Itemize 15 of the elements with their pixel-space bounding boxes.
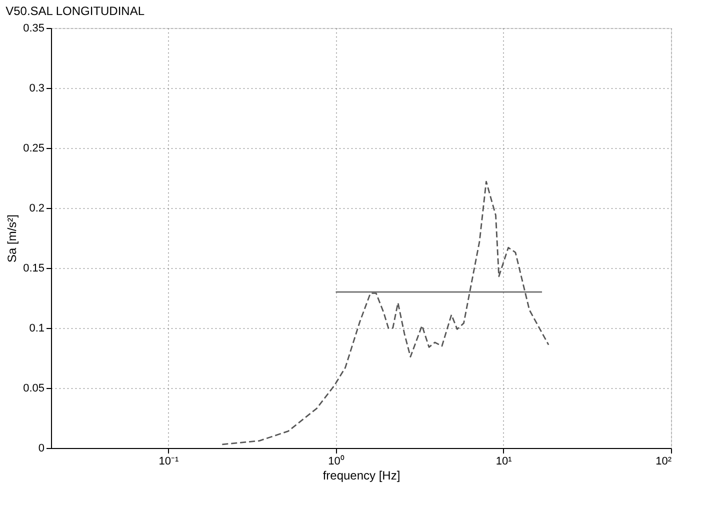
- chart-title: V50.SAL LONGITUDINAL: [6, 4, 145, 18]
- y-tick-label: 0.05: [23, 382, 44, 394]
- x-tick-label: 10¹: [496, 456, 512, 468]
- y-tick-label: 0.3: [29, 82, 44, 94]
- y-tick-label: 0.35: [23, 22, 44, 34]
- x-tick-label: 10⁰: [328, 454, 344, 468]
- y-tick-label: 0.15: [23, 262, 44, 274]
- x-tick-label: 10⁻¹: [158, 456, 179, 468]
- y-tick-label: 0.2: [29, 202, 44, 214]
- y-tick-label: 0: [38, 442, 44, 454]
- y-tick-label: 0.25: [23, 142, 44, 154]
- x-tick-label: 10²: [656, 456, 672, 468]
- y-axis-title: Sa [m/s²]: [5, 214, 20, 263]
- y-tick-label: 0.1: [29, 322, 44, 334]
- x-axis-title: frequency [Hz]: [322, 468, 400, 482]
